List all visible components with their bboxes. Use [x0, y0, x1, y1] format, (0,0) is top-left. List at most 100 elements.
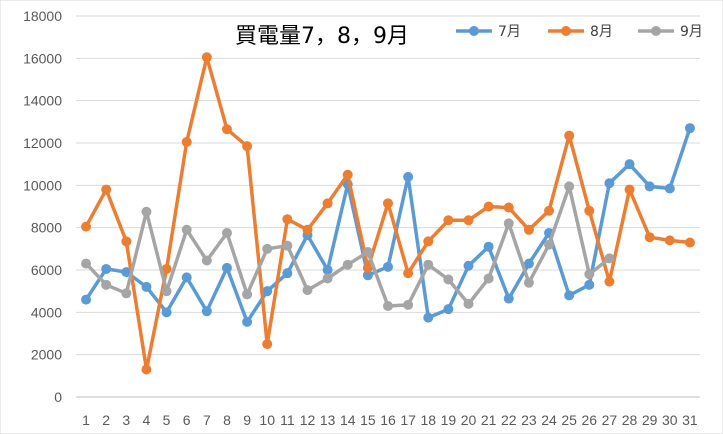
data-point [604, 178, 615, 189]
x-tick-label: 11 [280, 412, 295, 428]
data-point [282, 214, 293, 225]
y-axis-labels: 0 2000 4000 6000 8000 10000 12000 14000 16000 180… [23, 8, 62, 405]
x-tick-label: 25 [561, 412, 577, 428]
x-tick-label: 9 [243, 412, 251, 428]
data-point [362, 270, 373, 281]
legend-item: 8月 [548, 24, 613, 40]
data-point [483, 201, 494, 212]
data-point [221, 124, 232, 135]
series-group [81, 52, 695, 375]
y-tick-label: 6000 [31, 262, 62, 278]
x-tick-label: 17 [400, 412, 416, 428]
data-point [443, 304, 454, 315]
y-tick-label: 4000 [31, 304, 62, 320]
x-tick-label: 6 [183, 412, 191, 428]
data-point [604, 276, 615, 287]
data-point [463, 298, 474, 309]
legend-item: 7月 [456, 24, 521, 40]
data-point [141, 281, 152, 292]
data-point [121, 236, 132, 247]
data-point [383, 261, 393, 272]
data-point [201, 306, 212, 317]
data-point [684, 123, 695, 134]
data-point [463, 260, 474, 271]
legend-swatch-marker [651, 26, 661, 36]
x-tick-label: 22 [501, 412, 517, 428]
x-tick-label: 1 [82, 412, 90, 428]
data-point [322, 265, 333, 275]
y-tick-label: 0 [54, 389, 62, 405]
series-8月 [81, 52, 695, 375]
data-point [81, 294, 92, 305]
data-point [322, 198, 333, 209]
x-tick-label: 5 [163, 412, 171, 428]
y-tick-label: 12000 [23, 135, 62, 151]
data-point [423, 236, 434, 247]
x-tick-label: 2 [102, 412, 110, 428]
data-point [383, 198, 393, 209]
x-axis-labels: 1 2 3 4 5 6 7 8 9 10 11 12 13 14 15 16 17 18 19 20 21 22 23 24 2… [82, 412, 698, 428]
data-point [282, 268, 293, 279]
data-point [262, 286, 273, 297]
legend-swatch-marker [469, 26, 479, 36]
x-tick-label: 21 [481, 412, 497, 428]
y-tick-label: 2000 [31, 347, 62, 363]
data-point [664, 183, 675, 194]
legend-label: 7月 [498, 24, 521, 40]
data-point [443, 215, 454, 226]
data-point [523, 224, 534, 235]
data-point [221, 262, 232, 273]
data-point [342, 169, 353, 180]
data-point [282, 240, 293, 251]
data-point [242, 141, 253, 152]
data-point [564, 130, 575, 141]
data-point [101, 279, 112, 290]
data-point [503, 202, 514, 213]
data-point [564, 290, 575, 301]
legend-label: 8月 [590, 24, 613, 40]
data-point [383, 300, 393, 311]
data-point [403, 268, 414, 279]
data-point [544, 205, 555, 216]
data-point [483, 241, 494, 252]
data-point [121, 288, 132, 299]
series-7月 [81, 123, 695, 327]
x-tick-label: 8 [223, 412, 231, 428]
data-point [483, 273, 494, 284]
y-tick-label: 14000 [23, 93, 62, 109]
x-tick-label: 15 [360, 412, 376, 428]
x-tick-label: 16 [380, 412, 396, 428]
data-point [423, 312, 434, 323]
data-point [342, 259, 353, 270]
data-point [584, 205, 595, 216]
data-point [141, 364, 152, 375]
x-tick-label: 7 [203, 412, 211, 428]
data-point [684, 237, 695, 248]
x-tick-label: 10 [259, 412, 275, 428]
x-tick-label: 13 [320, 412, 336, 428]
data-point [362, 262, 373, 273]
data-point [644, 232, 655, 243]
data-point [262, 339, 273, 350]
x-tick-label: 18 [420, 412, 436, 428]
x-tick-label: 12 [300, 412, 316, 428]
x-tick-label: 19 [441, 412, 457, 428]
legend: 7月 8月 9月 [456, 24, 703, 40]
data-point [81, 258, 92, 269]
data-point [221, 227, 232, 238]
data-point [503, 293, 514, 304]
x-tick-label: 3 [122, 412, 130, 428]
data-point [201, 52, 212, 63]
data-point [181, 272, 192, 283]
x-tick-label: 4 [143, 412, 151, 428]
data-point [443, 274, 454, 285]
data-point [584, 279, 595, 290]
data-point [242, 289, 253, 300]
data-point [544, 239, 555, 250]
data-point [322, 273, 333, 284]
data-point [201, 255, 212, 266]
data-point [523, 277, 534, 288]
x-tick-label: 20 [461, 412, 477, 428]
